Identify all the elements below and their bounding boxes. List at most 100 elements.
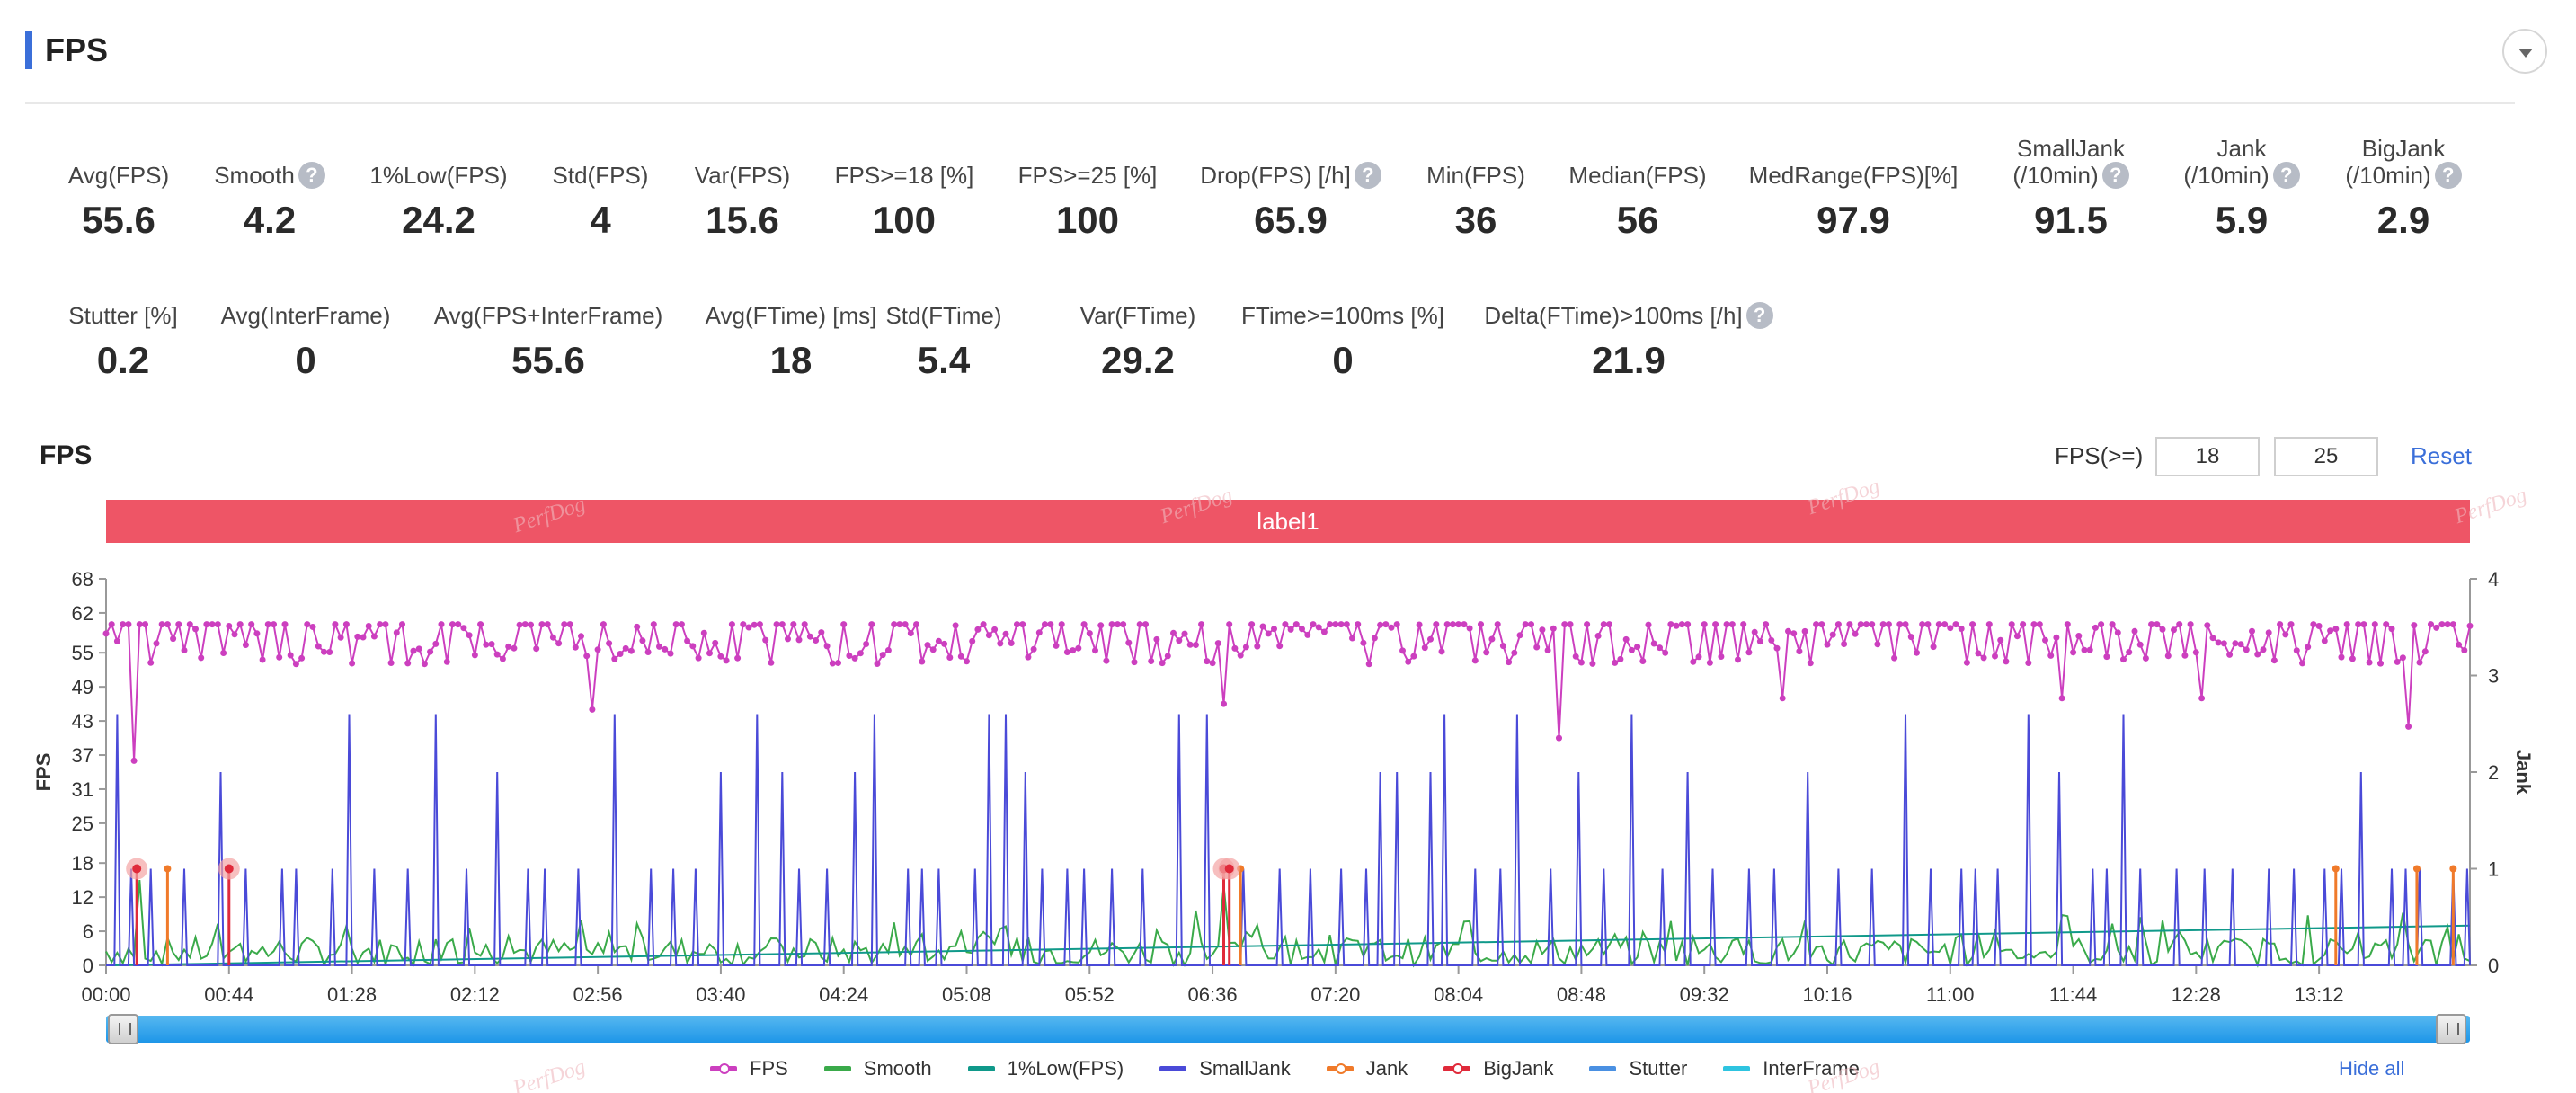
fps-point bbox=[2371, 621, 2378, 628]
help-icon[interactable]: ? bbox=[1354, 162, 1381, 189]
metric-1-low-fps: 1%Low(FPS) 24.2 bbox=[277, 162, 600, 243]
fps-point bbox=[1690, 658, 1697, 665]
metric-value: 15.6 bbox=[706, 199, 779, 241]
collapse-button[interactable] bbox=[2502, 29, 2547, 74]
help-icon[interactable]: ? bbox=[1745, 302, 1773, 329]
slider-handle-right[interactable] bbox=[2436, 1014, 2466, 1044]
fps-point bbox=[538, 621, 546, 628]
label-bar[interactable]: label1 bbox=[106, 500, 2470, 543]
legend-swatch bbox=[1723, 1066, 1751, 1071]
fps-point bbox=[1438, 648, 1445, 655]
fps-point bbox=[1478, 621, 1484, 628]
fps-point bbox=[1941, 621, 1949, 628]
fps-point bbox=[2164, 653, 2172, 660]
fps-point bbox=[354, 633, 361, 640]
fps-point bbox=[606, 640, 613, 647]
fps-point bbox=[276, 653, 283, 661]
fps-point bbox=[2070, 649, 2077, 656]
fps-point bbox=[617, 651, 624, 657]
fps-point bbox=[158, 621, 165, 628]
legend-item-stutter[interactable]: Stutter bbox=[1589, 1057, 1687, 1080]
fps-point bbox=[1650, 640, 1657, 647]
fps-point bbox=[778, 621, 786, 628]
fps-point bbox=[740, 621, 747, 628]
fps-point bbox=[2332, 626, 2340, 633]
fps-point bbox=[884, 647, 892, 653]
fps-point bbox=[2109, 621, 2116, 628]
fps-point bbox=[1080, 621, 1088, 628]
legend-item-smooth[interactable]: Smooth bbox=[823, 1057, 932, 1080]
fps-point bbox=[2293, 647, 2300, 654]
fps-point bbox=[2327, 627, 2334, 635]
threshold-input-1[interactable] bbox=[2155, 437, 2260, 476]
metric-bigjank: BigJank (/10min)? 2.9 bbox=[2242, 135, 2565, 243]
fps-point bbox=[723, 657, 730, 664]
reset-link[interactable]: Reset bbox=[2411, 442, 2472, 469]
fps-point bbox=[326, 649, 333, 655]
fps-point bbox=[192, 626, 199, 633]
metric-label: Delta(FTime)>100ms [/h]? bbox=[1467, 302, 1790, 329]
fps-point bbox=[203, 621, 210, 628]
fps-point bbox=[1533, 644, 1541, 651]
legend-item-interframe[interactable]: InterFrame bbox=[1723, 1057, 1860, 1080]
fps-point bbox=[1148, 658, 1155, 664]
fps-point bbox=[382, 621, 389, 628]
fps-point bbox=[370, 633, 378, 640]
fps-point bbox=[1265, 630, 1272, 637]
hide-all-link[interactable]: Hide all bbox=[2339, 1057, 2405, 1080]
fps-point bbox=[1343, 621, 1350, 628]
fps-point bbox=[2265, 629, 2272, 636]
metric-value: 97.9 bbox=[1817, 199, 1890, 241]
fps-point bbox=[851, 654, 858, 662]
fps-point bbox=[2142, 654, 2149, 662]
legend-swatch bbox=[1159, 1066, 1187, 1071]
fps-point bbox=[2136, 641, 2144, 648]
fps-point bbox=[231, 631, 238, 638]
help-icon[interactable]: ? bbox=[2272, 162, 2300, 189]
fps-point bbox=[566, 621, 573, 628]
bigjank-point bbox=[1224, 864, 1234, 874]
legend-item-1-low-fps[interactable]: 1%Low(FPS) bbox=[967, 1057, 1124, 1080]
fps-point bbox=[1181, 630, 1188, 637]
threshold-input-2[interactable] bbox=[2274, 437, 2378, 476]
fps-point bbox=[421, 661, 428, 668]
fps-point bbox=[1271, 626, 1277, 633]
fps-point bbox=[1231, 644, 1239, 652]
fps-point bbox=[1114, 621, 1121, 628]
fps-point bbox=[1907, 634, 1914, 641]
legend-item-bigjank[interactable]: BigJank bbox=[1443, 1057, 1553, 1080]
fps-point bbox=[136, 621, 143, 628]
y2-axis-label: Jank bbox=[2512, 750, 2535, 795]
fps-point bbox=[528, 621, 534, 628]
help-icon[interactable]: ? bbox=[2101, 162, 2129, 189]
fps-point bbox=[1740, 621, 1747, 628]
fps-point bbox=[1332, 621, 1339, 628]
fps-point bbox=[2399, 654, 2406, 662]
jank-point bbox=[2449, 865, 2457, 873]
fps-point bbox=[304, 621, 311, 628]
fps-point bbox=[1695, 653, 1702, 661]
slider-handle-left[interactable] bbox=[108, 1014, 138, 1044]
x-tick-label: 00:00 bbox=[81, 983, 130, 1006]
fps-point bbox=[768, 659, 775, 666]
fps-point bbox=[1405, 658, 1412, 665]
legend-item-fps[interactable]: FPS bbox=[710, 1057, 788, 1080]
help-icon[interactable]: ? bbox=[2434, 162, 2462, 189]
fps-point bbox=[1466, 625, 1473, 632]
fps-point bbox=[511, 644, 518, 652]
fps-point bbox=[1287, 626, 1294, 633]
legend-item-smalljank[interactable]: SmallJank bbox=[1159, 1057, 1291, 1080]
section-accent-bar bbox=[25, 31, 32, 69]
time-range-slider[interactable] bbox=[106, 1014, 2470, 1044]
fps-point bbox=[2232, 640, 2239, 647]
legend-item-jank[interactable]: Jank bbox=[1326, 1057, 1408, 1080]
fps-point bbox=[689, 643, 697, 650]
help-icon[interactable]: ? bbox=[298, 162, 325, 189]
fps-point bbox=[879, 652, 886, 659]
fps-point bbox=[1399, 647, 1406, 654]
legend-label: 1%Low(FPS) bbox=[1007, 1057, 1124, 1080]
y-tick-label: 0 bbox=[83, 955, 93, 977]
fps-point bbox=[1092, 647, 1098, 654]
fps-point bbox=[309, 624, 316, 630]
